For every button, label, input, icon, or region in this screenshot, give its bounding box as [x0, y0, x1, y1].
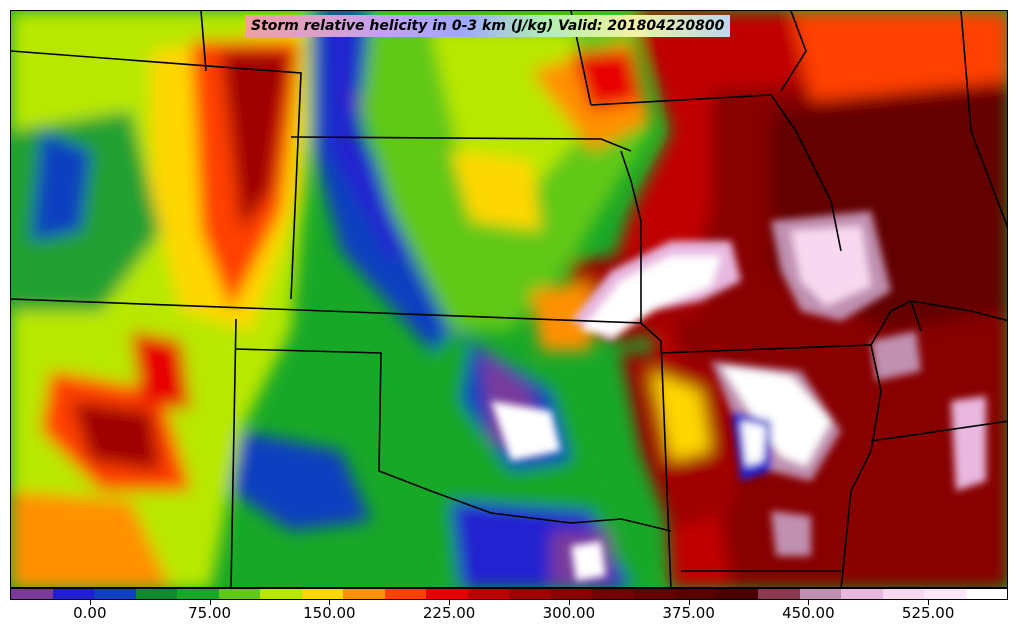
colorbar-tick-mark — [209, 600, 211, 605]
colorbar-segment — [799, 589, 841, 599]
colorbar-segment — [135, 589, 177, 599]
colorbar-segment — [633, 589, 675, 599]
colorbar-segment — [965, 589, 1007, 599]
colorbar-segment — [301, 589, 343, 599]
colorbar-tick-label: 375.00 — [662, 604, 715, 622]
colorbar-segment — [11, 589, 53, 599]
colorbar-segment — [924, 589, 966, 599]
colorbar-tick-mark — [89, 600, 91, 605]
colorbar-tick-label: 225.00 — [422, 604, 476, 622]
colorbar-segment — [218, 589, 260, 599]
colorbar-segment — [177, 589, 219, 599]
colorbar-segment — [343, 589, 385, 599]
helicity-field — [11, 11, 1007, 587]
colorbar-segment — [384, 589, 426, 599]
helicity-map — [11, 11, 1007, 587]
colorbar-segment — [94, 589, 136, 599]
high-helicity-cores — [491, 211, 986, 581]
colorbar-segment — [426, 589, 468, 599]
colorbar — [10, 588, 1008, 600]
colorbar-tick-mark — [928, 600, 930, 605]
colorbar-tick-label: 300.00 — [542, 604, 596, 622]
colorbar-tick-label: 150.00 — [303, 604, 356, 622]
colorbar-segment — [592, 589, 634, 599]
state-borders — [11, 11, 1007, 587]
colorbar-segment — [841, 589, 883, 599]
colorbar-tick-label: 525.00 — [901, 604, 955, 622]
colorbar-tick-mark — [688, 600, 690, 605]
colorbar-tick-label: 75.00 — [188, 604, 232, 622]
colorbar-segment — [509, 589, 551, 599]
colorbar-tick-mark — [568, 600, 570, 605]
colorbar-segment — [758, 589, 800, 599]
colorbar-tick-label: 0.00 — [73, 604, 107, 622]
colorbar-segment — [882, 589, 924, 599]
colorbar-tick-mark — [449, 600, 451, 605]
colorbar-tick-mark — [329, 600, 331, 605]
colorbar-ticks — [10, 600, 1008, 606]
colorbar-segment — [550, 589, 592, 599]
colorbar-segment — [716, 589, 758, 599]
colorbar-segment — [467, 589, 509, 599]
colorbar-segment — [675, 589, 717, 599]
map-title: Storm relative helicity in 0-3 km (J/kg)… — [245, 15, 731, 37]
colorbar-segment — [260, 589, 302, 599]
colorbar-segment — [52, 589, 94, 599]
colorbar-tick-label: 450.00 — [782, 604, 835, 622]
map-panel — [10, 10, 1008, 588]
colorbar-tick-mark — [808, 600, 810, 605]
